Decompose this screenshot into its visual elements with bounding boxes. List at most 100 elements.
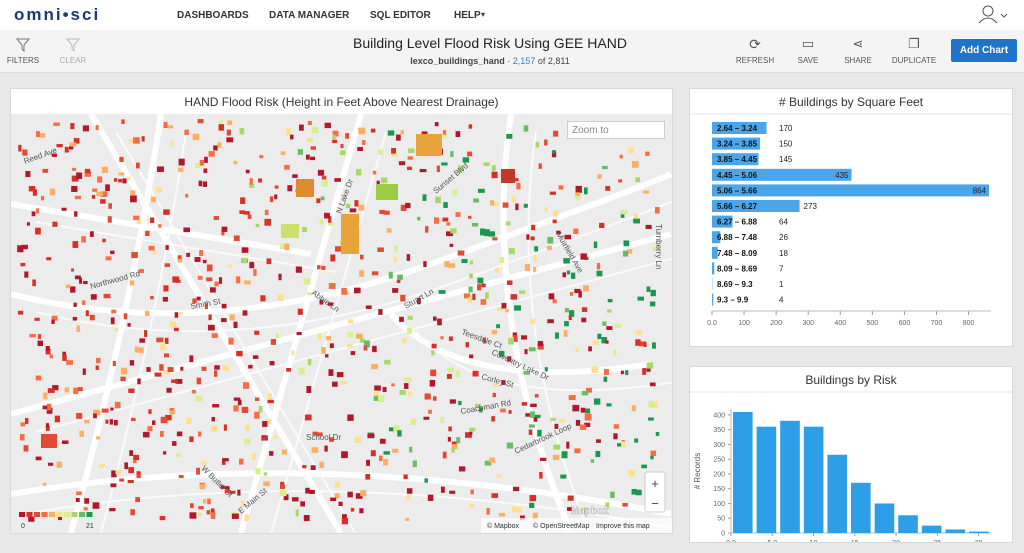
building [482,337,487,344]
road-thin [115,131,357,533]
filter-icon[interactable] [16,38,30,52]
building [280,481,285,486]
building [370,128,376,133]
nav-item[interactable]: SQL EDITOR [370,10,431,21]
building [648,417,654,421]
building [45,423,49,428]
building [469,273,473,279]
x-tick-label: 300 [802,320,814,327]
category-label: 8.09 – 8.69 [717,264,758,273]
building [221,460,226,465]
nav-item[interactable]: HELP [454,10,481,21]
clear-icon[interactable] [66,38,80,52]
building [405,517,410,521]
building [442,130,447,135]
building [241,406,249,413]
building [355,333,363,339]
building [297,308,303,315]
building [128,467,134,474]
building [158,224,162,228]
building [488,231,496,237]
attribution: Improve this map [596,523,650,530]
building [350,507,355,512]
building [49,354,53,359]
building [533,266,537,273]
refresh-button[interactable]: ⟳ REFRESH [735,36,775,65]
building [303,514,310,522]
building [70,286,76,293]
building [197,512,202,517]
bar [712,231,721,244]
building [198,431,202,437]
building [383,458,389,466]
building [37,340,43,347]
zoom-to-search[interactable]: Zoom to [567,121,665,139]
building [575,193,581,200]
building [579,424,587,430]
building [406,254,411,261]
user-icon[interactable] [978,5,1008,25]
value-label: 145 [779,155,793,164]
building [200,460,207,465]
building [201,366,207,371]
building [363,340,370,348]
building [561,451,568,459]
building [214,281,219,287]
building [410,419,417,425]
x-tick-label: 100 [738,320,750,327]
zoom-out[interactable]: − [651,496,659,511]
x-tick-label: 20 [892,540,900,542]
building [284,164,290,170]
building [493,382,498,387]
building [46,407,53,414]
histogram-panel: Buildings by Risk 0 50 100 150 200 250 300 350 4… [689,366,1013,543]
large-building [296,179,314,197]
nav-item[interactable]: DASHBOARDS [177,10,249,21]
building [108,203,112,209]
building [133,215,140,220]
building [243,211,250,215]
clear-button[interactable]: CLEAR [59,56,87,65]
building [103,293,111,299]
building [211,333,218,338]
building [260,295,266,302]
building [249,183,255,188]
save-button[interactable]: ▭ SAVE [797,36,819,65]
building [384,359,391,365]
building [451,441,457,446]
logo[interactable]: omni•sci [14,5,101,24]
dashboard-title[interactable]: Building Level Flood Risk Using GEE HAND [353,35,627,51]
building [444,261,450,268]
building [110,317,115,325]
filtered-count: 2,157 [512,56,536,66]
zoom-in[interactable]: + [651,476,659,491]
building [383,210,390,215]
share-button[interactable]: ⋖ SHARE [844,36,872,65]
building [512,178,519,182]
building [443,202,448,208]
building [485,292,489,299]
building [377,247,384,252]
building [486,508,490,515]
building [202,259,207,264]
building [643,342,647,348]
building [347,414,354,421]
add-chart-button[interactable]: Add Chart [951,39,1017,62]
building [72,316,77,321]
duplicate-button[interactable]: ❐ DUPLICATE [891,36,937,65]
building [334,178,341,182]
nav-item[interactable]: DATA MANAGER [269,10,350,21]
building [254,411,260,419]
panel-title: HAND Flood Risk (Height in Feet Above Ne… [184,95,499,109]
building [252,355,259,359]
building [137,378,141,385]
value-label: 1 [779,280,784,289]
x-tick-label: 700 [931,320,943,327]
large-building [341,214,359,254]
bar [780,420,800,533]
filters-button[interactable]: FILTERS [6,56,40,65]
building [383,451,390,455]
building [62,354,67,361]
building [222,458,229,462]
